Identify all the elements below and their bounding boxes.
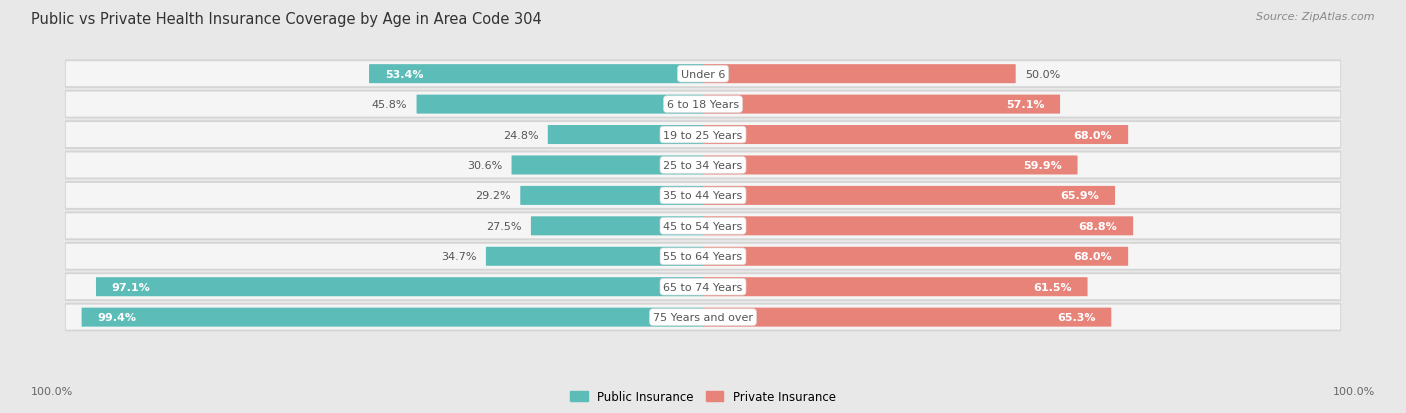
FancyBboxPatch shape — [531, 217, 703, 236]
Text: 30.6%: 30.6% — [467, 161, 502, 171]
FancyBboxPatch shape — [66, 214, 1340, 239]
FancyBboxPatch shape — [66, 275, 1340, 299]
FancyBboxPatch shape — [66, 304, 1340, 331]
FancyBboxPatch shape — [703, 217, 1133, 236]
Text: 100.0%: 100.0% — [31, 387, 73, 396]
Text: 24.8%: 24.8% — [503, 130, 538, 140]
FancyBboxPatch shape — [66, 243, 1340, 270]
Text: Under 6: Under 6 — [681, 69, 725, 79]
Text: 29.2%: 29.2% — [475, 191, 512, 201]
FancyBboxPatch shape — [66, 91, 1340, 119]
FancyBboxPatch shape — [703, 308, 1111, 327]
Text: 75 Years and over: 75 Years and over — [652, 312, 754, 323]
Text: 34.7%: 34.7% — [441, 252, 477, 261]
Text: 59.9%: 59.9% — [1024, 161, 1062, 171]
FancyBboxPatch shape — [82, 308, 703, 327]
FancyBboxPatch shape — [66, 152, 1340, 179]
FancyBboxPatch shape — [66, 305, 1340, 330]
Text: 65 to 74 Years: 65 to 74 Years — [664, 282, 742, 292]
FancyBboxPatch shape — [96, 278, 703, 297]
FancyBboxPatch shape — [703, 186, 1115, 205]
Text: Source: ZipAtlas.com: Source: ZipAtlas.com — [1257, 12, 1375, 22]
FancyBboxPatch shape — [703, 247, 1128, 266]
Text: 57.1%: 57.1% — [1005, 100, 1045, 110]
Text: 68.0%: 68.0% — [1074, 252, 1112, 261]
Text: 65.3%: 65.3% — [1057, 312, 1095, 323]
FancyBboxPatch shape — [66, 183, 1340, 209]
Text: 55 to 64 Years: 55 to 64 Years — [664, 252, 742, 261]
FancyBboxPatch shape — [66, 213, 1340, 240]
Text: 45.8%: 45.8% — [373, 100, 408, 110]
Text: 45 to 54 Years: 45 to 54 Years — [664, 221, 742, 231]
FancyBboxPatch shape — [66, 122, 1340, 149]
FancyBboxPatch shape — [703, 278, 1088, 297]
Text: 68.0%: 68.0% — [1074, 130, 1112, 140]
FancyBboxPatch shape — [66, 244, 1340, 269]
Text: 19 to 25 Years: 19 to 25 Years — [664, 130, 742, 140]
FancyBboxPatch shape — [520, 186, 703, 205]
Text: 68.8%: 68.8% — [1078, 221, 1118, 231]
Text: 27.5%: 27.5% — [486, 221, 522, 231]
Text: 35 to 44 Years: 35 to 44 Years — [664, 191, 742, 201]
Legend: Public Insurance, Private Insurance: Public Insurance, Private Insurance — [565, 385, 841, 408]
FancyBboxPatch shape — [703, 126, 1128, 145]
Text: 65.9%: 65.9% — [1060, 191, 1099, 201]
FancyBboxPatch shape — [703, 65, 1015, 84]
Text: 100.0%: 100.0% — [1333, 387, 1375, 396]
Text: Public vs Private Health Insurance Coverage by Age in Area Code 304: Public vs Private Health Insurance Cover… — [31, 12, 541, 27]
FancyBboxPatch shape — [66, 273, 1340, 301]
FancyBboxPatch shape — [368, 65, 703, 84]
FancyBboxPatch shape — [703, 95, 1060, 114]
Text: 25 to 34 Years: 25 to 34 Years — [664, 161, 742, 171]
FancyBboxPatch shape — [66, 62, 1340, 87]
Text: 97.1%: 97.1% — [112, 282, 150, 292]
Text: 6 to 18 Years: 6 to 18 Years — [666, 100, 740, 110]
FancyBboxPatch shape — [66, 153, 1340, 178]
Text: 53.4%: 53.4% — [385, 69, 423, 79]
Text: 99.4%: 99.4% — [97, 312, 136, 323]
FancyBboxPatch shape — [703, 156, 1077, 175]
FancyBboxPatch shape — [66, 93, 1340, 117]
Text: 50.0%: 50.0% — [1025, 69, 1060, 79]
FancyBboxPatch shape — [512, 156, 703, 175]
FancyBboxPatch shape — [548, 126, 703, 145]
FancyBboxPatch shape — [66, 123, 1340, 148]
FancyBboxPatch shape — [66, 183, 1340, 209]
Text: 61.5%: 61.5% — [1033, 282, 1071, 292]
FancyBboxPatch shape — [416, 95, 703, 114]
FancyBboxPatch shape — [66, 61, 1340, 88]
FancyBboxPatch shape — [486, 247, 703, 266]
